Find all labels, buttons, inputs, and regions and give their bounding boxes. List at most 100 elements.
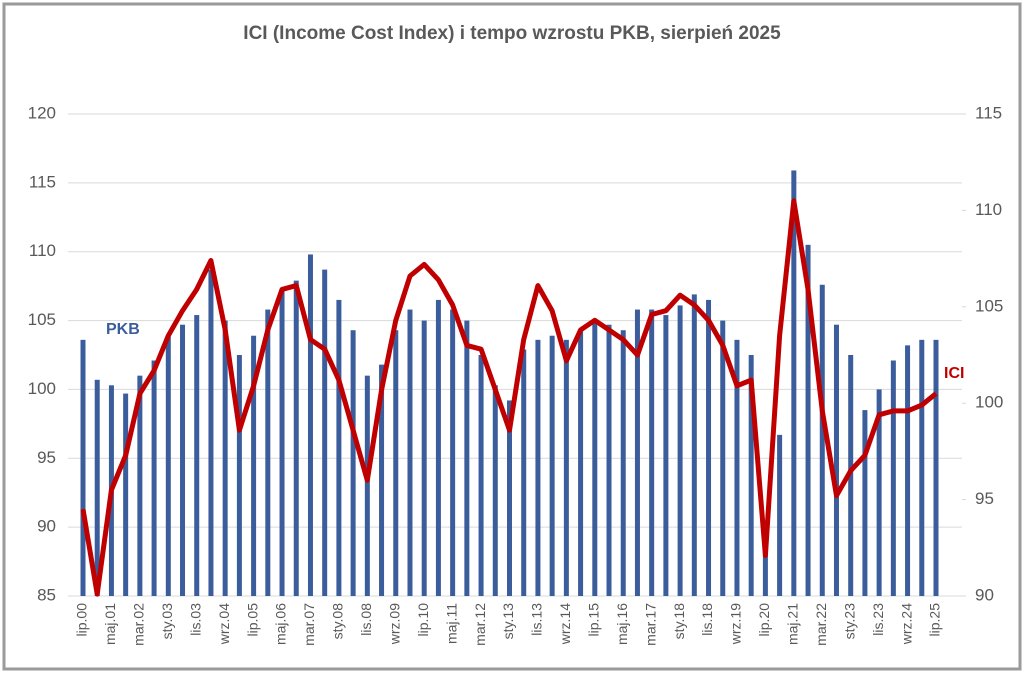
bar [933,339,939,596]
bar [421,320,427,596]
bar [492,385,498,596]
bar [407,309,413,596]
bar [649,309,655,596]
x-tick-label: sty.23 [841,603,857,640]
x-tick-label: sty.18 [671,603,687,640]
line [80,198,938,597]
y2-tick-label: 115 [975,103,1002,122]
y-tick-label: 85 [37,585,56,604]
x-tick-label: maj.16 [614,603,630,645]
bar [322,269,328,596]
x-tick-label: maj.11 [443,603,459,644]
bar [549,335,555,596]
bar [805,244,811,597]
x-tick-label: lip.05 [244,603,260,637]
x-tick-label: lis.03 [187,603,203,636]
x-tick-label: mar.02 [131,603,147,646]
y2-tick-label: 100 [975,393,1003,412]
x-tick-label: lip.25 [927,603,943,637]
bar [791,170,797,596]
bar [862,410,868,596]
x-tick-label: wrz.09 [386,603,402,645]
bar [706,299,712,596]
y2-tick-label: 110 [975,200,1002,219]
bar [677,305,683,596]
bar [393,330,399,596]
y2-tick-label: 90 [975,585,994,604]
bar [521,349,527,596]
bar [833,324,839,596]
bar [919,339,925,596]
chart-title: ICI (Income Cost Index) i tempo wzrostu … [243,23,781,44]
bar [336,299,342,596]
bar [450,309,456,596]
x-tick-label: maj.21 [785,603,801,645]
bar [890,360,896,596]
bar [435,299,441,596]
bar [137,375,143,596]
y-tick-label: 105 [28,310,56,329]
bar [691,294,697,596]
x-tick-label: wrz.04 [216,603,232,645]
bar [464,320,470,596]
x-tick-label: maj.06 [273,603,289,645]
bar [180,324,186,596]
bar [535,339,541,596]
bar [350,330,356,596]
y2-tick-label: 105 [975,296,1003,315]
y-tick-label: 90 [37,517,56,536]
x-tick-label: lip.00 [74,603,90,637]
x-tick-label: lis.08 [358,603,374,636]
series-label: ICI [944,365,964,382]
x-tick-label: wrz.14 [557,603,573,645]
bar [478,355,484,596]
bar [777,434,783,596]
bar [194,315,200,596]
x-tick-label: lis.18 [699,603,715,636]
bar [236,355,242,596]
bar [151,360,157,596]
bar [307,254,313,596]
bar [819,284,825,596]
bar [293,280,299,596]
bar [748,355,754,596]
x-tick-label: sty.03 [159,603,175,640]
bar [720,320,726,596]
x-tick-label: wrz.24 [898,603,914,645]
x-tick-label: sty.08 [330,603,346,640]
y-tick-label: 110 [29,241,56,260]
bar [905,345,911,596]
bar [734,339,740,596]
bar [251,335,257,596]
x-tick-label: lip.20 [756,603,772,637]
bar [578,330,584,596]
bar [222,320,228,596]
x-tick-label: lis.13 [529,603,545,636]
bar [620,330,626,596]
y-tick-label: 115 [29,172,56,191]
x-tick-label: maj.01 [102,603,118,645]
y2-tick-label: 95 [975,489,994,508]
y-tick-label: 95 [37,448,56,467]
x-tick-label: lip.10 [415,603,431,637]
bar [279,290,285,596]
x-tick-label: lis.23 [870,603,886,636]
x-tick-label: mar.22 [813,603,829,646]
bar [364,375,370,596]
x-tick-label: sty.13 [500,603,516,640]
series-label: PKB [106,321,140,338]
x-tick-label: mar.12 [472,603,488,646]
bar [507,400,512,596]
bar [592,320,598,596]
bar [80,339,86,596]
x-tick-label: lip.15 [586,603,602,637]
y-tick-label: 120 [28,103,56,122]
bar [123,393,129,596]
bar [265,309,271,596]
x-tick-label: wrz.19 [728,603,744,645]
bar [94,379,100,596]
bar [663,315,669,596]
bar [208,269,214,596]
